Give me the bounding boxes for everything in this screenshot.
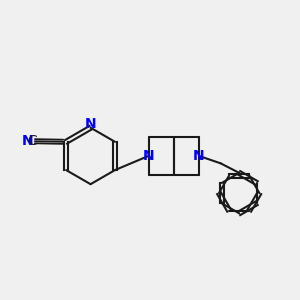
Text: N: N bbox=[193, 149, 205, 163]
Text: N: N bbox=[143, 149, 154, 163]
Text: C: C bbox=[28, 134, 38, 148]
Text: N: N bbox=[22, 134, 33, 148]
Text: N: N bbox=[85, 117, 96, 131]
